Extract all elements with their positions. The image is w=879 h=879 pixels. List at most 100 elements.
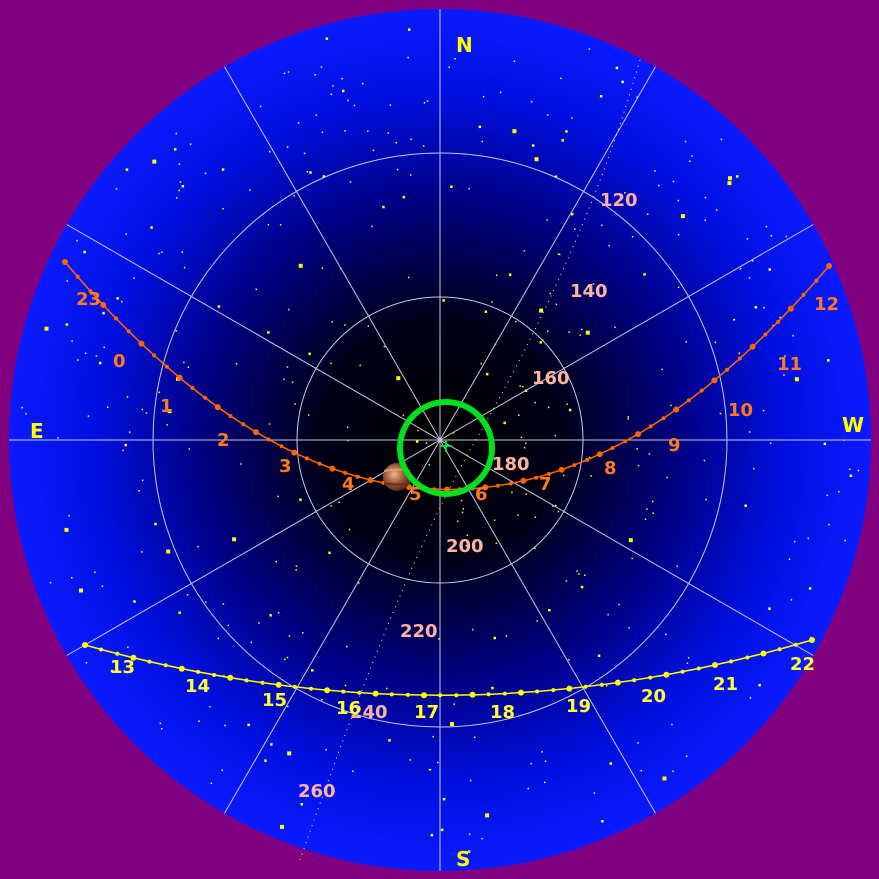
star [568,408,572,412]
star [267,224,270,226]
ecliptic-tick [763,332,768,337]
star [440,828,444,832]
star [295,565,298,567]
star [530,101,533,103]
star [770,235,772,237]
equator-tick [324,687,331,694]
star [672,770,674,772]
star [83,250,86,254]
star [627,418,629,420]
star [299,498,302,501]
star [788,558,791,560]
star [161,251,163,253]
ecliptic-label: 9 [668,435,681,456]
star [671,723,673,726]
star [503,421,506,425]
star [590,475,592,477]
star [235,363,238,365]
star [409,174,412,176]
equator-tick [130,654,137,661]
star [338,501,340,503]
star-field [21,28,860,853]
star [309,171,312,174]
star [283,378,285,380]
star [609,762,612,765]
star [495,274,498,276]
star [522,385,524,388]
ecliptic-tick [673,406,680,413]
star [125,233,127,235]
star [189,143,192,145]
ecliptic-tick [558,466,565,473]
star [518,414,520,416]
star [325,37,329,40]
star [563,474,565,477]
ecliptic-tick [520,477,527,484]
equator-tick [178,665,185,672]
star [358,582,360,584]
star [485,813,490,818]
equator-tick [212,673,217,677]
star [624,192,626,194]
star [499,91,502,94]
ecliptic-tick [648,424,653,429]
star [166,424,168,426]
star [531,144,535,147]
ecliptic-label: 6 [475,484,488,505]
star [618,603,620,606]
equator-tick [632,678,637,683]
star [361,82,364,85]
star [367,325,370,327]
alt-az-grid [9,9,871,871]
star [554,434,557,437]
star [704,219,706,221]
star [25,413,27,415]
star [615,66,619,70]
star [662,776,667,781]
ecliptic-label: 7 [539,474,552,495]
star [637,742,639,744]
equator-tick [196,669,200,674]
star [166,549,171,554]
star [574,228,576,230]
ecliptic-label: 12 [814,294,839,315]
star [49,582,52,584]
star [76,239,78,242]
star [294,403,296,405]
equator-tick [712,662,718,668]
star [748,277,751,279]
zenith-marker[interactable] [397,399,495,497]
star [525,442,527,445]
star [422,145,425,147]
galactic-label: 120 [600,190,638,211]
star [677,286,680,288]
ecliptic-tick [317,461,322,466]
star [432,735,434,738]
star [402,414,405,417]
star [484,310,488,313]
star [539,341,542,344]
star [330,505,332,507]
star [121,300,123,303]
equator-tick [486,692,491,697]
star [293,194,295,197]
star [714,341,717,344]
equator-tick [438,693,443,698]
ring-icon[interactable] [397,399,495,497]
star [727,181,732,186]
star [768,607,771,610]
star [348,528,351,531]
star [728,176,732,181]
equator-tick [244,678,249,683]
star [466,534,469,537]
star [561,139,564,142]
azimuth-line [224,66,656,814]
star [640,769,642,772]
star [636,96,638,98]
star [481,837,483,840]
star [344,684,347,687]
star [102,311,105,315]
star [472,628,474,631]
star [179,181,182,183]
equator-tick [292,684,297,689]
